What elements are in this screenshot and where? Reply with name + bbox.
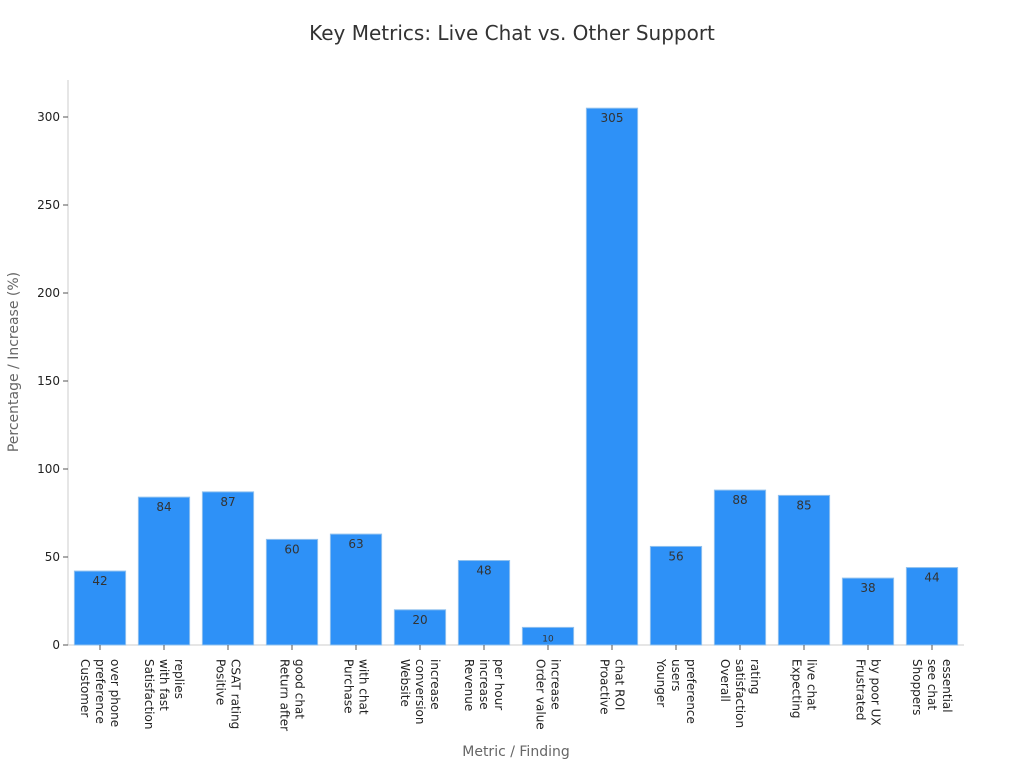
x-tick-label-line: Positive: [214, 659, 228, 705]
x-tick-label: Websiteconversionincrease: [398, 659, 442, 725]
x-tick-label-line: users: [669, 659, 683, 691]
data-label: 305: [601, 111, 624, 125]
data-label: 20: [412, 613, 427, 627]
x-tick-label-line: per hour: [492, 659, 506, 710]
y-tick-label: 200: [37, 286, 60, 300]
x-tick-label-line: Order value: [534, 659, 548, 730]
data-label: 87: [220, 495, 235, 509]
y-axis-label: Percentage / Increase (%): [6, 272, 22, 452]
x-tick-label-line: Return after: [278, 659, 292, 731]
data-label: 48: [476, 564, 491, 578]
data-label: 56: [668, 549, 683, 563]
x-tick-label-line: Shoppers: [910, 659, 924, 715]
x-tick-label-line: Proactive: [598, 659, 612, 715]
x-tick-label-line: see chat: [925, 659, 939, 710]
data-label: 60: [284, 542, 299, 556]
x-tick-label-line: increase: [477, 659, 491, 710]
x-tick-label-line: replies: [172, 659, 186, 699]
bars: [73, 107, 959, 646]
x-tick-label-line: Frustrated: [854, 659, 868, 721]
bar: [137, 496, 191, 646]
data-label: 42: [92, 574, 107, 588]
x-tick-label-line: live chat: [805, 659, 819, 711]
x-tick-label-line: Satisfaction: [142, 659, 156, 729]
x-tick-label-line: Overall: [718, 659, 732, 702]
x-tick-label-line: Younger: [654, 658, 668, 707]
chart-title: Key Metrics: Live Chat vs. Other Support: [309, 21, 715, 45]
y-ticks: 0 50 100 150 200 250 300: [37, 110, 68, 652]
x-tick-label-line: rating: [748, 659, 762, 695]
x-tick-label: Youngeruserspreference: [654, 658, 698, 724]
data-label: 63: [348, 537, 363, 551]
bar: [905, 567, 959, 646]
x-tick-label: Customerpreferenceover phone: [78, 659, 122, 727]
x-tick-label: Expectinglive chat: [790, 659, 819, 719]
x-tick-label-line: good chat: [293, 659, 307, 719]
bar: [585, 107, 639, 646]
bar: [713, 489, 767, 646]
x-tick-label-line: preference: [684, 659, 698, 724]
bar: [777, 494, 831, 646]
x-tick-label-line: essential: [940, 659, 954, 713]
x-tick-label-line: increase: [549, 659, 563, 710]
y-tick-label: 300: [37, 110, 60, 124]
data-label: 85: [796, 498, 811, 512]
x-tick-label: Overallsatisfactionrating: [718, 659, 762, 728]
y-tick-label: 150: [37, 374, 60, 388]
y-tick-label: 100: [37, 462, 60, 476]
x-tick-label-line: over phone: [108, 659, 122, 727]
x-axis-label: Metric / Finding: [462, 744, 569, 760]
bar: [841, 577, 895, 646]
x-tick-label-line: Purchase: [342, 659, 356, 714]
data-label: 10: [542, 634, 554, 644]
x-tick-label-line: with chat: [357, 659, 371, 715]
x-tick-label-line: satisfaction: [733, 659, 747, 728]
data-label: 84: [156, 500, 171, 514]
x-tick-label-line: chat ROI: [613, 659, 627, 710]
x-tick-label: Shopperssee chatessential: [910, 659, 954, 715]
y-tick-label: 0: [52, 638, 60, 652]
data-label: 88: [732, 493, 747, 507]
data-labels: 42 84 87 60 63 20 48 10 305 56 88 85 38 44: [92, 111, 939, 644]
y-tick-label: 250: [37, 198, 60, 212]
x-tick-label: Proactivechat ROI: [598, 659, 627, 715]
y-tick-label: 50: [45, 550, 60, 564]
x-tick-label-line: Website: [398, 659, 412, 707]
x-tick-label-line: CSAT rating: [229, 659, 243, 729]
x-tick-label-line: increase: [428, 659, 442, 710]
x-tick-label-line: by poor UX: [869, 659, 883, 726]
x-tick-label-line: Customer: [78, 659, 92, 717]
x-tick-label: Satisfactionwith fastreplies: [142, 659, 186, 729]
x-tick-label: PositiveCSAT rating: [214, 659, 243, 729]
data-label: 38: [860, 581, 875, 595]
bar: [201, 491, 255, 646]
x-tick-label: Return aftergood chat: [278, 659, 307, 731]
x-tick-label-line: conversion: [413, 659, 427, 725]
data-label: 44: [924, 571, 939, 585]
x-tick-label-line: Revenue: [462, 659, 476, 711]
x-tick-label: Revenueincreaseper hour: [462, 659, 506, 711]
x-tick-label: Purchasewith chat: [342, 659, 371, 715]
x-tick-label: Order valueincrease: [534, 659, 563, 730]
x-tick-label: Frustratedby poor UX: [854, 659, 883, 726]
x-tick-label-line: with fast: [157, 659, 171, 711]
x-tick-label-line: preference: [93, 659, 107, 724]
bar: [73, 570, 127, 646]
x-tick-label-line: Expecting: [790, 659, 804, 719]
x-tick-labels: Customerpreferenceover phone Satisfaction…: [78, 645, 954, 731]
